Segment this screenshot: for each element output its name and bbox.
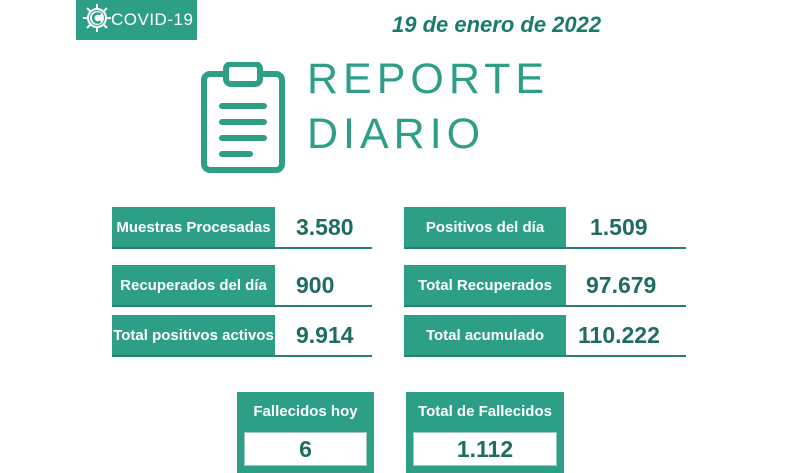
stat-total-recuperados: Total Recuperados 97.679 <box>404 265 686 307</box>
clipboard-icon <box>201 62 285 173</box>
deaths-today-value: 6 <box>244 432 367 466</box>
stat-muestras: Muestras Procesadas 3.580 <box>112 207 372 249</box>
stat-label: Total acumulado <box>404 315 566 355</box>
report-title-line2: DIARIO <box>307 110 486 158</box>
deaths-total-card: Total de Fallecidos 1.112 <box>406 392 564 473</box>
stat-label: Muestras Procesadas <box>112 207 275 247</box>
stat-positivos-activos: Total positivos activos 9.914 <box>112 315 372 357</box>
deaths-total-label: Total de Fallecidos <box>418 402 552 420</box>
report-date: 19 de enero de 2022 <box>392 12 602 37</box>
stat-label: Total Recuperados <box>404 265 566 305</box>
deaths-today-card: Fallecidos hoy 6 <box>237 392 374 473</box>
stat-label: Recuperados del día <box>112 265 275 305</box>
virus-c-icon <box>83 4 111 32</box>
stat-value: 1.509 <box>590 213 648 240</box>
deaths-total-value: 1.112 <box>413 432 557 466</box>
stat-positivos-dia: Positivos del día 1.509 <box>404 207 686 249</box>
stat-value: 9.914 <box>296 321 354 348</box>
stat-total-acumulado: Total acumulado 110.222 <box>404 315 686 357</box>
stat-value: 3.580 <box>296 213 354 240</box>
stat-value: 97.679 <box>586 271 657 298</box>
stat-value: 110.222 <box>578 321 660 348</box>
stat-recuperados-dia: Recuperados del día 900 <box>112 265 372 307</box>
covid-badge: COVID-19 <box>76 0 197 40</box>
stat-label: Positivos del día <box>404 207 566 247</box>
stat-value: 900 <box>296 271 335 298</box>
deaths-today-label: Fallecidos hoy <box>253 402 358 420</box>
badge-label: COVID-19 <box>111 10 194 29</box>
report-title-line1: REPORTE <box>307 55 550 103</box>
stat-label: Total positivos activos <box>112 315 275 355</box>
